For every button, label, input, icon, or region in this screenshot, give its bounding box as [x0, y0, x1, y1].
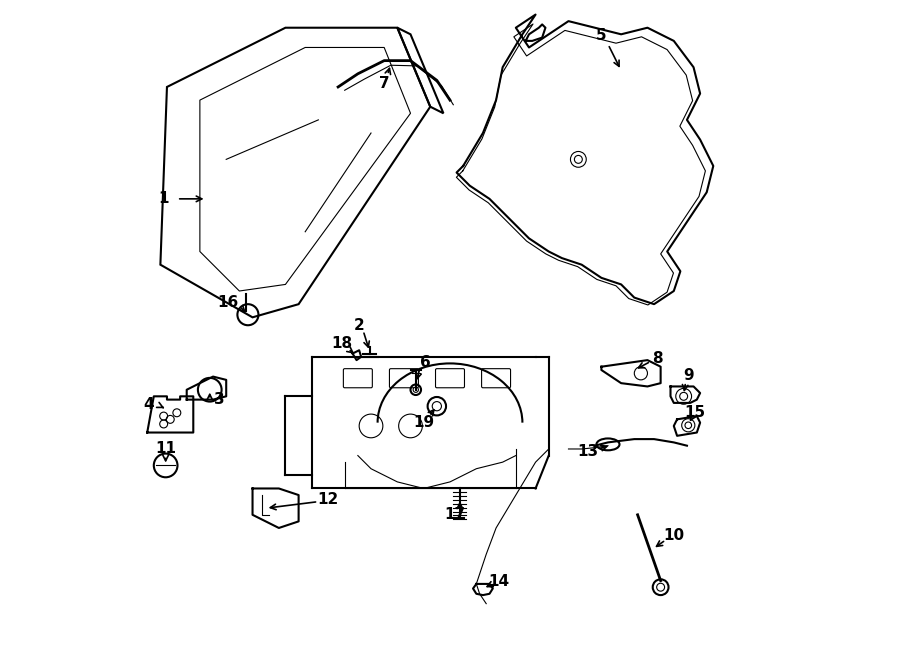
Text: 12: 12	[318, 492, 339, 507]
Text: 9: 9	[683, 368, 694, 383]
Text: 2: 2	[354, 318, 364, 332]
Circle shape	[413, 387, 418, 393]
Circle shape	[657, 583, 664, 591]
Text: 10: 10	[663, 528, 684, 543]
Text: 11: 11	[155, 442, 176, 457]
Text: 1: 1	[158, 191, 169, 206]
Text: 18: 18	[331, 336, 352, 351]
Text: 15: 15	[684, 405, 706, 420]
Text: 3: 3	[214, 392, 225, 407]
Text: 19: 19	[413, 415, 434, 430]
Text: 6: 6	[419, 354, 430, 369]
Text: 13: 13	[578, 444, 599, 459]
Text: 8: 8	[652, 350, 662, 366]
Text: 5: 5	[596, 28, 607, 43]
Text: 4: 4	[143, 397, 154, 412]
Text: 17: 17	[445, 507, 466, 522]
Text: 14: 14	[489, 574, 510, 590]
Text: 16: 16	[217, 295, 239, 310]
Text: 7: 7	[379, 75, 390, 91]
